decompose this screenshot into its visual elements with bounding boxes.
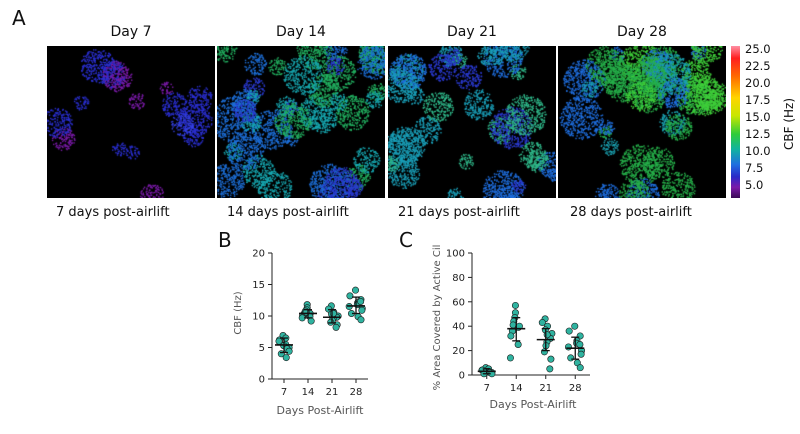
panel-label-b: B [218,228,232,252]
y-tick-label: 15 [252,280,265,291]
colorbar-tick: 22.5 [745,59,771,73]
cbf-scatter-chart: CBF (Hz) Days Post-Airlift 0 5 10 15 20 7 14 21… [233,249,368,417]
data-point [329,309,337,317]
y-axis-label: CBF (Hz) [233,291,244,334]
cilia-area-scatter-chart: % Area Covered by Active Cilia Days Post… [432,244,590,411]
y-tick-label: 10 [252,312,265,323]
y-tick-label: 40 [452,322,465,333]
x-axis-label: Days Post-Airlift [277,404,365,417]
data-point [357,298,365,306]
micrograph-caption-day21: 21 days post-airlift [398,205,520,220]
data-point [507,332,515,340]
micrograph-day21 [388,46,556,198]
data-point [571,322,579,330]
colorbar-tick: 20.0 [745,76,771,90]
panel-label-c: C [399,228,413,252]
data-point [346,292,354,300]
colorbar-label: CBF (Hz) [782,97,796,150]
y-tick-label: 80 [452,273,465,284]
micrograph-title-day28: Day 28 [617,24,667,40]
data-point [506,354,514,362]
micrograph-title-day14: Day 14 [276,24,326,40]
micrograph-caption-day7: 7 days post-airlift [56,205,170,220]
micrograph-day7 [47,46,215,198]
x-axis-label: Days Post-Airlift [490,398,578,411]
colorbar-tick: 7.5 [745,161,764,175]
micrograph-caption-day14: 14 days post-airlift [227,205,349,220]
x-tick-label: 28 [350,387,363,398]
panel-label-a: A [12,6,26,30]
y-tick-label: 0 [259,375,265,386]
data-point [511,301,519,309]
colorbar-tick: 5.0 [745,178,764,192]
y-tick-label: 5 [259,343,265,354]
y-tick-label: 0 [459,371,465,382]
data-point [332,323,340,331]
x-tick-label: 7 [484,383,490,394]
data-point [576,341,584,349]
cbf-colorbar [731,46,740,198]
data-point [285,347,293,355]
data-point [514,341,522,349]
data-point [577,350,585,358]
micrograph-day28 [558,46,726,198]
data-point [540,348,548,356]
micrograph-day14 [217,46,385,198]
micrograph-caption-day28: 28 days post-airlift [570,205,692,220]
data-point [564,343,572,351]
y-tick-label: 20 [252,249,265,260]
x-tick-label: 28 [569,383,582,394]
x-tick-label: 21 [326,387,339,398]
y-tick-label: 100 [446,249,465,260]
data-point [543,331,551,339]
data-point [282,354,290,362]
data-point [576,364,584,372]
data-point [357,316,365,324]
colorbar-tick: 17.5 [745,93,771,107]
x-tick-label: 14 [510,383,523,394]
colorbar-tick: 25.0 [745,42,771,56]
x-tick-label: 7 [281,387,287,398]
colorbar-tick: 15.0 [745,110,771,124]
data-point [358,306,366,314]
data-point [565,327,573,335]
y-tick-label: 20 [452,346,465,357]
colorbar-tick: 10.0 [745,144,771,158]
data-point [275,337,283,345]
x-tick-label: 14 [302,387,315,398]
data-point [567,354,575,362]
data-point [352,286,360,294]
data-point [546,365,554,373]
data-point [307,317,315,325]
data-point [538,319,546,327]
data-point [547,355,555,363]
colorbar-tick: 12.5 [745,127,771,141]
x-tick-label: 21 [539,383,552,394]
micrograph-title-day21: Day 21 [447,24,497,40]
y-tick-label: 60 [452,297,465,308]
micrograph-title-day7: Day 7 [110,24,152,40]
y-axis-label: % Area Covered by Active Cilia [432,244,443,390]
